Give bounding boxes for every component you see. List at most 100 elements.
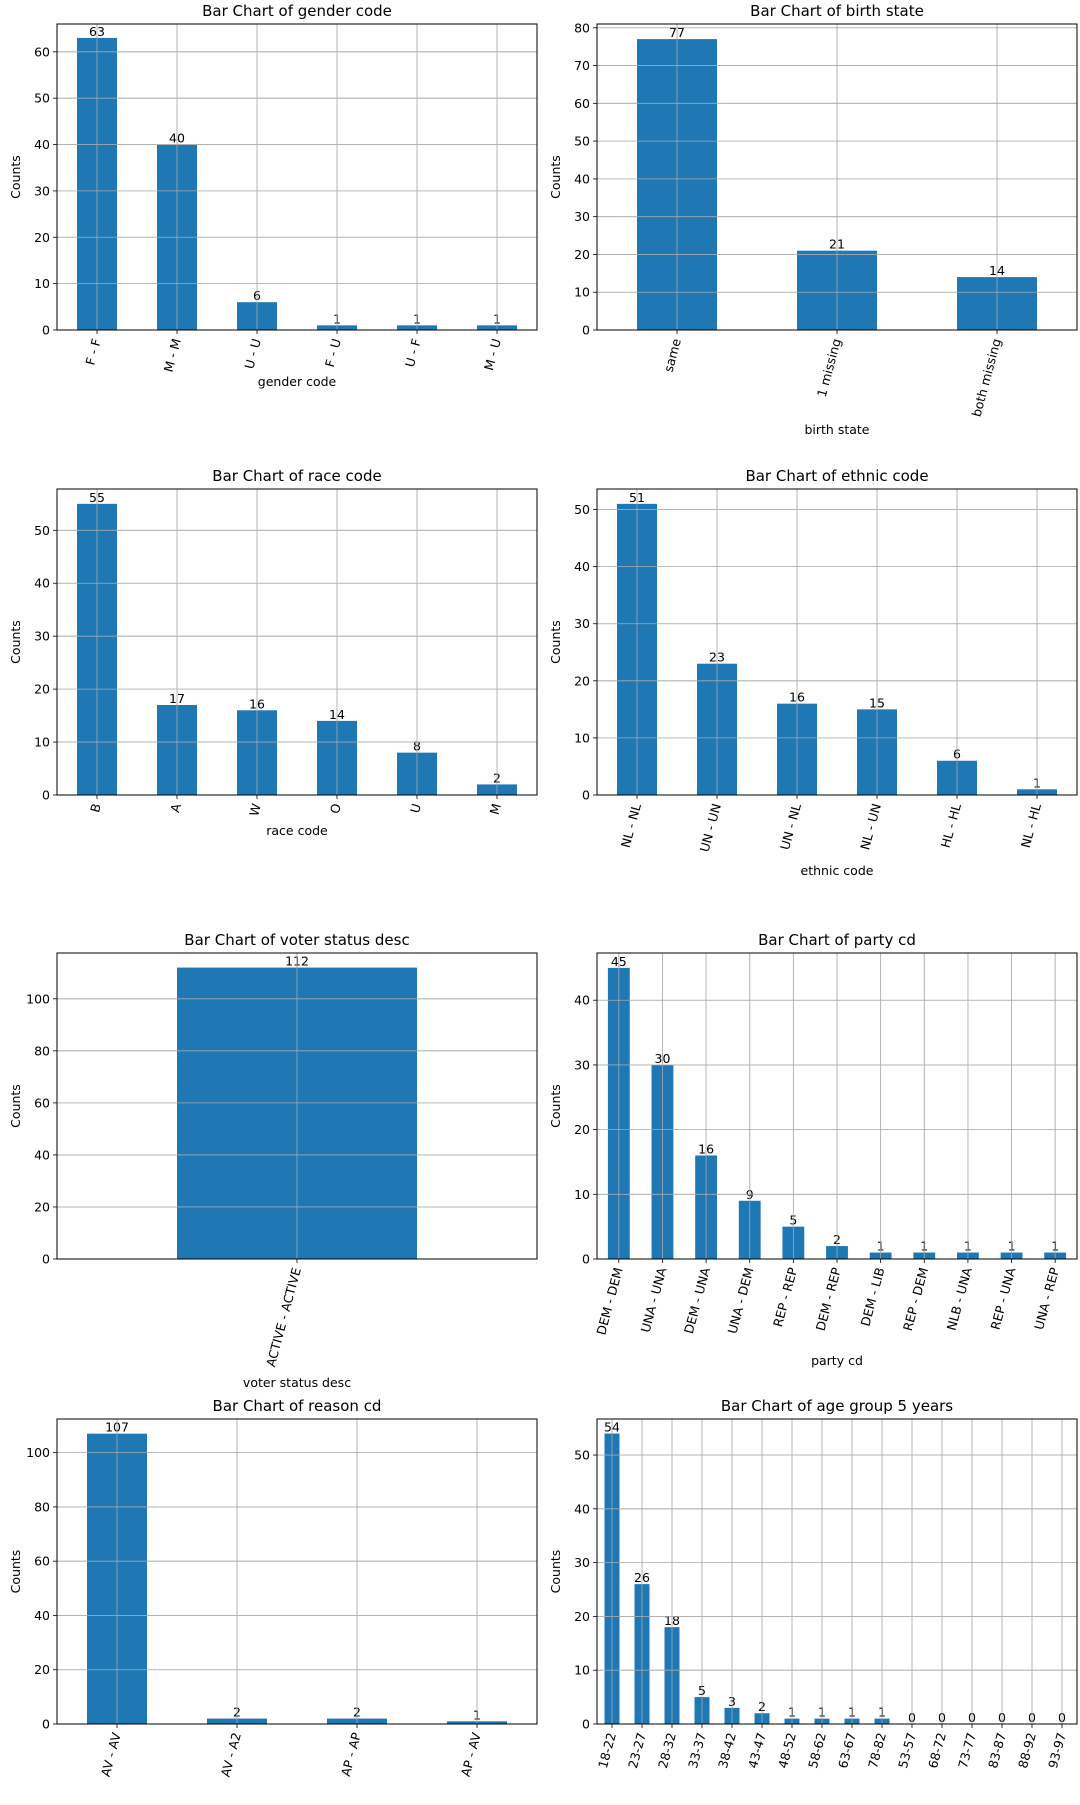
y-tick-label: 50 bbox=[574, 1448, 590, 1463]
chart-title: Bar Chart of reason cd bbox=[213, 1397, 382, 1415]
x-tick-label: UNA - DEM bbox=[725, 1266, 757, 1335]
y-tick-label: 50 bbox=[574, 502, 590, 517]
y-tick-label: 50 bbox=[34, 91, 50, 106]
y-axis-label: Counts bbox=[548, 620, 563, 664]
y-tick-label: 20 bbox=[34, 1662, 50, 1677]
y-tick-label: 10 bbox=[34, 276, 50, 291]
y-tick-label: 20 bbox=[34, 230, 50, 245]
x-tick-label: DEM - UNA bbox=[681, 1265, 713, 1335]
y-tick-label: 60 bbox=[34, 1095, 50, 1110]
y-tick-label: 30 bbox=[34, 629, 50, 644]
y-tick-label: 60 bbox=[34, 44, 50, 59]
x-tick-label: both missing bbox=[969, 337, 1004, 419]
y-tick-label: 0 bbox=[42, 323, 50, 338]
y-tick-label: 100 bbox=[26, 1445, 50, 1460]
x-tick-label: UNA - UNA bbox=[638, 1265, 670, 1334]
x-tick-label: 63-67 bbox=[835, 1731, 859, 1770]
x-tick-label: 53-57 bbox=[895, 1731, 919, 1770]
x-axis-label: ethnic code bbox=[801, 863, 874, 878]
x-axis-label: party cd bbox=[811, 1353, 863, 1368]
x-tick-label: NL - HL bbox=[1018, 802, 1044, 850]
plot-frame bbox=[56, 952, 538, 1260]
x-tick-label: 33-37 bbox=[685, 1731, 709, 1770]
x-tick-label: REP - REP bbox=[770, 1265, 800, 1328]
plot-frame bbox=[596, 488, 1078, 796]
y-tick-label: 30 bbox=[574, 1555, 590, 1570]
chart-panel-4: Bar Chart of ethnic code0102030405051231… bbox=[548, 467, 1078, 878]
y-axis-label: Counts bbox=[8, 620, 23, 664]
y-tick-label: 0 bbox=[582, 323, 590, 338]
y-tick-label: 40 bbox=[574, 993, 590, 1008]
y-tick-label: 20 bbox=[574, 673, 590, 688]
x-tick-label: A bbox=[167, 801, 184, 814]
x-tick-label: M bbox=[487, 802, 504, 816]
y-tick-label: 40 bbox=[34, 1608, 50, 1623]
x-tick-label: U - F bbox=[402, 337, 424, 369]
x-tick-label: REP - UNA bbox=[987, 1265, 1018, 1331]
x-tick-label: U bbox=[407, 802, 424, 815]
y-tick-label: 30 bbox=[574, 616, 590, 631]
y-tick-label: 0 bbox=[582, 788, 590, 803]
x-tick-label: NL - NL bbox=[618, 802, 644, 849]
y-axis-label: Counts bbox=[8, 1084, 23, 1128]
x-tick-label: O bbox=[327, 802, 344, 816]
y-axis-label: Counts bbox=[548, 1550, 563, 1594]
x-tick-label: 68-72 bbox=[925, 1731, 949, 1770]
chart-panel-6: Bar Chart of party cd0102030404530169521… bbox=[548, 931, 1078, 1368]
x-tick-label: 73-77 bbox=[955, 1731, 979, 1770]
plot-frame bbox=[56, 23, 538, 331]
y-tick-label: 40 bbox=[34, 137, 50, 152]
chart-panel-2: Bar Chart of birth state 0 10 20 30 40 50 60 70 8… bbox=[548, 2, 1078, 437]
x-tick-label: AV - A2 bbox=[218, 1731, 244, 1779]
y-tick-label: 0 bbox=[42, 1717, 50, 1732]
x-tick-label: 1 missing bbox=[814, 337, 844, 399]
x-tick-label: AV - AV bbox=[98, 1730, 124, 1778]
x-tick-label: 48-52 bbox=[775, 1731, 799, 1770]
x-tick-label: same bbox=[661, 337, 684, 374]
y-tick-label: 40 bbox=[34, 576, 50, 591]
x-tick-label: 43-47 bbox=[745, 1731, 769, 1770]
x-tick-label: DEM - DEM bbox=[593, 1266, 625, 1337]
plot-frame bbox=[596, 952, 1078, 1260]
chart-panel-5: Bar Chart of voter status desc 0 20 40 60 80 1… bbox=[8, 931, 538, 1390]
y-tick-label: 20 bbox=[574, 1122, 590, 1137]
x-tick-label: W bbox=[246, 802, 264, 818]
x-tick-label: AP - AP bbox=[338, 1730, 364, 1777]
x-tick-label: 23-27 bbox=[625, 1731, 649, 1770]
x-tick-label: M - M bbox=[161, 337, 184, 374]
x-tick-label: 83-87 bbox=[985, 1731, 1009, 1770]
plot-frame bbox=[56, 1418, 538, 1725]
x-axis-label: birth state bbox=[804, 422, 869, 437]
x-tick-label: F - F bbox=[82, 337, 103, 367]
x-tick-label: 93-97 bbox=[1045, 1731, 1069, 1770]
chart-panel-1: Bar Chart of gender code0102030405060634… bbox=[8, 2, 538, 389]
chart-title: Bar Chart of race code bbox=[212, 467, 381, 485]
y-tick-label: 80 bbox=[574, 20, 590, 35]
x-axis-label: voter status desc bbox=[243, 1375, 351, 1390]
y-tick-label: 0 bbox=[582, 1717, 590, 1732]
y-tick-label: 30 bbox=[574, 1057, 590, 1072]
y-tick-label: 40 bbox=[574, 559, 590, 574]
x-tick-label: 38-42 bbox=[715, 1731, 739, 1770]
x-axis-label: race code bbox=[266, 823, 328, 838]
x-axis-label: gender code bbox=[258, 374, 337, 389]
chart-title: Bar Chart of age group 5 years bbox=[721, 1397, 953, 1415]
plot-frame bbox=[56, 488, 538, 796]
plot-frame bbox=[596, 1418, 1078, 1725]
y-axis-label: Counts bbox=[548, 155, 563, 199]
y-tick-label: 20 bbox=[574, 247, 590, 262]
y-tick-label: 40 bbox=[574, 1501, 590, 1516]
y-tick-label: 60 bbox=[34, 1554, 50, 1569]
y-tick-label: 60 bbox=[574, 96, 590, 111]
y-tick-label: 40 bbox=[34, 1147, 50, 1162]
y-tick-label: 0 bbox=[582, 1252, 590, 1267]
x-tick-label: B bbox=[87, 802, 104, 814]
y-tick-label: 100 bbox=[26, 991, 50, 1006]
x-tick-label: 18-22 bbox=[595, 1731, 619, 1770]
y-tick-label: 80 bbox=[34, 1043, 50, 1058]
x-tick-label: NL - UN bbox=[857, 802, 884, 852]
y-axis-label: Counts bbox=[548, 1084, 563, 1128]
y-tick-label: 10 bbox=[574, 1187, 590, 1202]
